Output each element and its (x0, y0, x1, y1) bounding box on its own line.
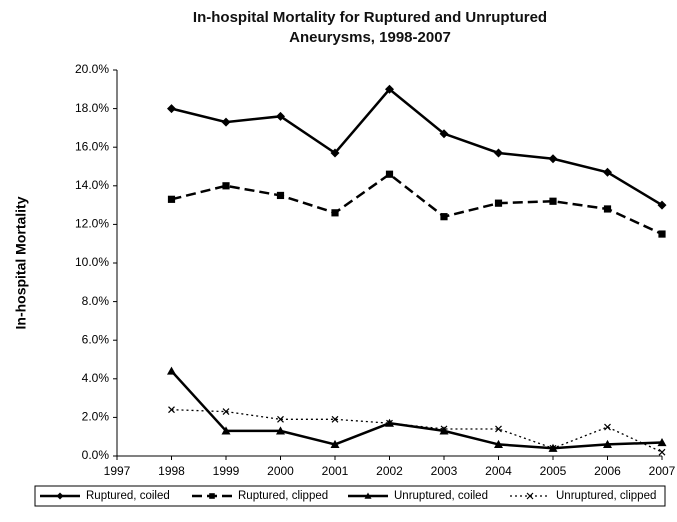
marker (603, 205, 612, 213)
marker (330, 148, 340, 158)
y-tick-label: 20.0% (75, 62, 109, 76)
marker (657, 437, 667, 447)
x-tick-label: 2001 (322, 464, 349, 478)
marker (440, 213, 448, 221)
legend-label: Unruptured, clipped (556, 490, 656, 502)
marker (494, 199, 503, 207)
y-tick-label: 14.0% (75, 178, 109, 192)
marker (167, 195, 176, 203)
marker (548, 154, 558, 164)
x-tick-label: 1997 (104, 464, 131, 478)
y-tick-label: 6.0% (82, 332, 110, 346)
marker (385, 84, 394, 94)
series-line (171, 172, 663, 236)
marker (603, 439, 612, 449)
x-tick-label: 1999 (213, 464, 240, 478)
marker (603, 167, 612, 177)
y-tick-label: 4.0% (82, 371, 110, 385)
marker (658, 448, 666, 456)
y-tick-label: 8.0% (82, 294, 110, 308)
marker (222, 408, 230, 416)
legend-marker (56, 492, 64, 500)
marker (386, 419, 393, 427)
chart-title: In-hospital Mortality for Ruptured and U… (192, 9, 548, 46)
series-line (170, 370, 663, 450)
marker (439, 426, 449, 435)
marker (168, 406, 175, 414)
x-tick-label: 2007 (649, 464, 676, 478)
legend-marker (364, 492, 372, 499)
y-tick-label: 16.0% (75, 139, 109, 153)
marker (549, 197, 557, 205)
marker (658, 230, 666, 238)
x-tick-label: 2005 (540, 464, 567, 478)
marker (549, 444, 557, 452)
marker (331, 209, 339, 217)
legend-box (34, 485, 666, 507)
marker (222, 182, 230, 190)
x-tick-label: 2000 (267, 464, 294, 478)
marker (604, 423, 611, 431)
marker (276, 111, 285, 121)
marker (385, 170, 394, 178)
legend-label: Ruptured, clipped (238, 490, 328, 502)
marker (277, 415, 284, 423)
x-tick-label: 2004 (485, 464, 512, 478)
marker (495, 425, 502, 433)
marker (167, 366, 176, 375)
y-axis-label: In-hospital Mortality (13, 196, 29, 329)
x-tick-label: 1998 (158, 464, 185, 478)
marker (221, 117, 231, 127)
marker (440, 425, 448, 433)
x-tick-label: 2006 (594, 464, 621, 478)
marker (439, 129, 449, 139)
series-line (171, 87, 663, 207)
marker (167, 104, 176, 114)
legend-label: Ruptured, coiled (86, 490, 170, 502)
y-tick-label: 2.0% (82, 410, 110, 424)
legend-label: Unruptured, coiled (394, 490, 488, 502)
y-tick-label: 18.0% (75, 101, 109, 115)
marker (494, 439, 503, 449)
y-tick-label: 12.0% (75, 217, 109, 231)
legend-marker (209, 493, 215, 499)
marker (494, 148, 503, 158)
marker (276, 191, 285, 200)
marker (330, 439, 340, 449)
x-tick-label: 2003 (431, 464, 458, 478)
legend-marker (526, 492, 534, 500)
marker (331, 415, 339, 423)
marker (657, 200, 667, 210)
y-tick-label: 0.0% (82, 448, 110, 462)
x-tick-label: 2002 (376, 464, 403, 478)
marker (221, 426, 231, 435)
y-tick-label: 10.0% (75, 255, 109, 269)
legend: Ruptured, coiled Ruptured, clipped Unruptu… (34, 485, 666, 507)
marker (276, 426, 285, 435)
series-line (171, 409, 663, 453)
